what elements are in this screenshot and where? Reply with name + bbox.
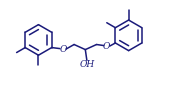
Text: O: O <box>59 45 67 54</box>
Text: OH: OH <box>79 60 94 69</box>
Text: O: O <box>103 42 110 51</box>
